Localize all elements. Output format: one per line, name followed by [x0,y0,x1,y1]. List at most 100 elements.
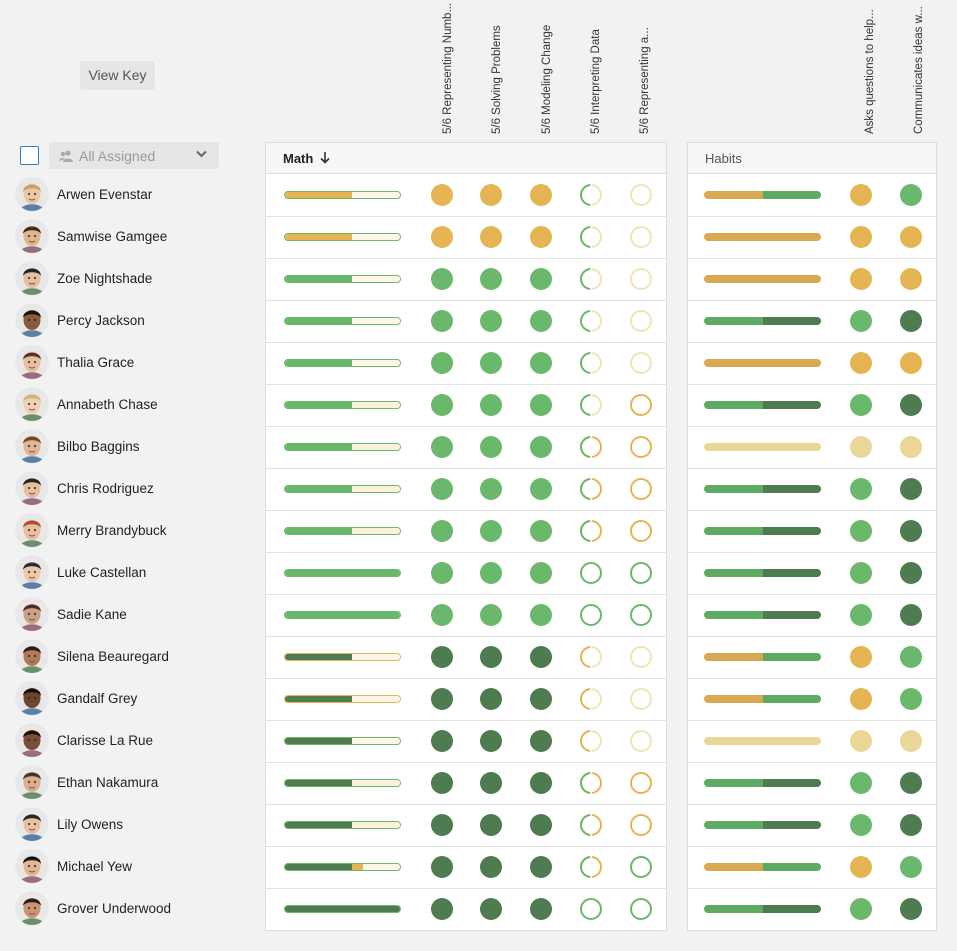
math-score-mark[interactable] [529,855,553,879]
sort-arrow-down-icon[interactable] [320,152,330,164]
student-name[interactable]: Merry Brandybuck [57,522,167,538]
student-row[interactable]: Luke Castellan [15,554,146,590]
math-score-mark[interactable] [430,855,454,879]
student-name[interactable]: Bilbo Baggins [57,438,140,454]
math-score-mark[interactable] [430,519,454,543]
student-row[interactable]: Gandalf Grey [15,680,137,716]
math-standard-header-4[interactable]: 5/6 Interpreting Data [586,8,606,134]
math-score-mark[interactable] [579,225,603,249]
student-row[interactable]: Ethan Nakamura [15,764,158,800]
student-name[interactable]: Chris Rodriguez [57,480,154,496]
student-name[interactable]: Annabeth Chase [57,396,158,412]
math-score-mark[interactable] [629,477,653,501]
math-score-mark[interactable] [430,393,454,417]
student-row[interactable]: Chris Rodriguez [15,470,154,506]
math-score-mark[interactable] [529,477,553,501]
habit-score-mark[interactable] [899,561,923,585]
math-score-mark[interactable] [529,267,553,291]
student-row[interactable]: Clarisse La Rue [15,722,153,758]
habit-score-mark[interactable] [849,729,873,753]
math-score-mark[interactable] [579,309,603,333]
habit-score-mark[interactable] [849,687,873,711]
math-score-mark[interactable] [479,687,503,711]
math-score-mark[interactable] [430,351,454,375]
math-score-mark[interactable] [629,729,653,753]
student-row[interactable]: Lily Owens [15,806,123,842]
math-score-mark[interactable] [629,393,653,417]
habit-score-mark[interactable] [849,309,873,333]
habit-score-mark[interactable] [849,267,873,291]
math-score-mark[interactable] [629,309,653,333]
habit-score-mark[interactable] [899,477,923,501]
math-score-mark[interactable] [529,351,553,375]
math-score-mark[interactable] [529,393,553,417]
math-score-mark[interactable] [579,561,603,585]
math-score-mark[interactable] [479,897,503,921]
habit-score-mark[interactable] [899,225,923,249]
math-score-mark[interactable] [529,435,553,459]
math-score-mark[interactable] [479,435,503,459]
habit-score-mark[interactable] [849,645,873,669]
math-standard-header-1[interactable]: 5/6 Representing Numb... [438,3,458,134]
math-score-mark[interactable] [479,561,503,585]
student-name[interactable]: Sadie Kane [57,606,127,622]
math-score-mark[interactable] [479,267,503,291]
math-score-mark[interactable] [529,309,553,333]
student-row[interactable]: Silena Beauregard [15,638,169,674]
math-score-mark[interactable] [579,603,603,627]
math-score-mark[interactable] [529,519,553,543]
student-row[interactable]: Michael Yew [15,848,132,884]
student-row[interactable]: Annabeth Chase [15,386,158,422]
select-all-checkbox[interactable] [20,146,39,165]
math-score-mark[interactable] [579,393,603,417]
math-score-mark[interactable] [629,267,653,291]
math-score-mark[interactable] [629,771,653,795]
assigned-filter-dropdown[interactable]: All Assigned [49,142,219,169]
math-score-mark[interactable] [579,351,603,375]
habit-score-mark[interactable] [849,771,873,795]
math-standard-header-3[interactable]: 5/6 Modeling Change [537,8,557,134]
student-row[interactable]: Merry Brandybuck [15,512,167,548]
habit-score-mark[interactable] [899,687,923,711]
habit-score-mark[interactable] [849,813,873,837]
math-score-mark[interactable] [479,309,503,333]
math-score-mark[interactable] [479,645,503,669]
math-score-mark[interactable] [579,771,603,795]
math-score-mark[interactable] [479,771,503,795]
habit-score-mark[interactable] [899,435,923,459]
math-score-mark[interactable] [430,603,454,627]
habit-score-mark[interactable] [899,309,923,333]
habit-score-mark[interactable] [899,813,923,837]
math-score-mark[interactable] [579,267,603,291]
math-score-mark[interactable] [579,183,603,207]
student-row[interactable]: Zoe Nightshade [15,260,152,296]
math-score-mark[interactable] [529,645,553,669]
math-score-mark[interactable] [479,477,503,501]
habit-score-mark[interactable] [899,393,923,417]
math-standard-header-5[interactable]: 5/6 Representing a... [635,8,655,134]
math-score-mark[interactable] [579,645,603,669]
math-score-mark[interactable] [430,771,454,795]
math-score-mark[interactable] [579,519,603,543]
math-score-mark[interactable] [629,855,653,879]
student-name[interactable]: Gandalf Grey [57,690,138,706]
habit-score-mark[interactable] [849,561,873,585]
math-score-mark[interactable] [479,183,503,207]
habit-score-mark[interactable] [849,603,873,627]
habit-score-mark[interactable] [899,603,923,627]
math-score-mark[interactable] [579,435,603,459]
math-score-mark[interactable] [629,813,653,837]
habit-score-mark[interactable] [899,351,923,375]
math-score-mark[interactable] [529,687,553,711]
math-score-mark[interactable] [529,897,553,921]
math-score-mark[interactable] [430,687,454,711]
student-row[interactable]: Thalia Grace [15,344,134,380]
math-score-mark[interactable] [430,729,454,753]
math-score-mark[interactable] [629,645,653,669]
math-score-mark[interactable] [430,435,454,459]
math-score-mark[interactable] [479,351,503,375]
math-score-mark[interactable] [430,267,454,291]
math-score-mark[interactable] [430,225,454,249]
math-score-mark[interactable] [479,393,503,417]
math-score-mark[interactable] [430,477,454,501]
